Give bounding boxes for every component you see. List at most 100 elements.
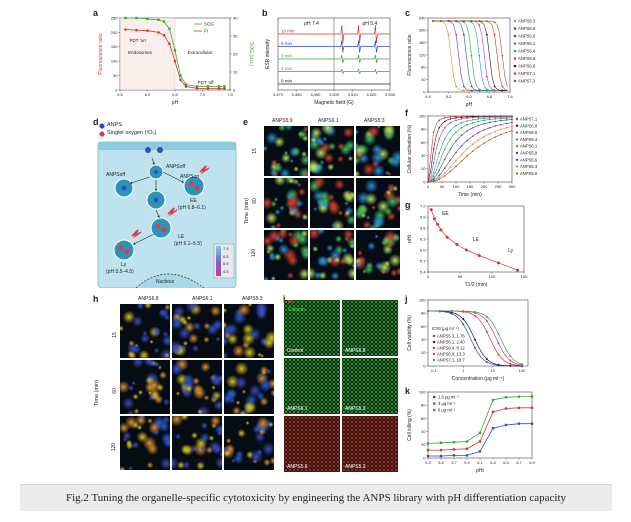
f-point-ANPS6.4 — [494, 116, 496, 119]
f-point-ANPS6.8 — [460, 116, 463, 119]
j-legend-4: ANPS7.1, 18.7 — [437, 358, 465, 363]
singlet-oxygen-legend-dot — [99, 131, 105, 137]
f-point-ANPS6.1 — [438, 162, 440, 164]
f-point-ANPS5.3 — [488, 133, 491, 135]
k-point-0 — [452, 454, 456, 457]
g-point — [436, 222, 440, 226]
c-series-ANPS6.4 — [433, 20, 508, 91]
a-annot-pdt-on: PDT 'on' — [130, 38, 147, 43]
f-point-ANPS5.6 — [444, 167, 446, 170]
k-legend-marker — [433, 395, 436, 399]
f-series-ANPS5.3 — [427, 126, 513, 183]
j-legend-3: ANPS6.8, 13.3 — [437, 352, 465, 357]
a-point-sog — [184, 83, 188, 86]
j-legend-marker — [432, 334, 436, 338]
f-point-ANPS5.9 — [472, 126, 474, 129]
c-legend-ANPS6.6: ANPS6.6 — [518, 56, 536, 61]
f-point-ANPS5.0 — [438, 178, 440, 181]
j-y-tick-label: 60 — [421, 324, 426, 329]
c-legend-ANPS6.8: ANPS6.8 — [518, 64, 536, 69]
k-point-0 — [517, 422, 521, 425]
c-x-tick-label: 4.4 — [425, 94, 431, 99]
j-legend-1: ANPS6.1, 2.40 — [437, 340, 465, 345]
g-x-tick-label: 100 — [489, 274, 496, 279]
j-point-3 — [497, 342, 500, 345]
c-y-tick-label: 200 — [419, 28, 426, 33]
c-point-ANPS7.3 — [501, 54, 504, 57]
f-point-ANPS5.6 — [511, 121, 513, 124]
h-row-label-1: 15 — [111, 332, 118, 338]
a-x-tick-label: 5.5 — [117, 92, 123, 97]
c-legend-marker — [513, 19, 517, 23]
k-point-2 — [452, 440, 456, 444]
f-legend-ANPS5.9: ANPS5.9 — [520, 151, 538, 156]
k-y-tick-label: 0 — [423, 455, 426, 460]
k-legend-marker — [433, 408, 436, 412]
f-legend-marker — [515, 172, 519, 175]
f-point-ANPS5.9 — [511, 118, 513, 121]
b-label-1-min: 1 min — [281, 66, 293, 71]
g-xlabel: T1/2 (min) — [465, 282, 488, 288]
a-point-fi — [217, 87, 221, 90]
f-legend-ANPS7.1: ANPS7.1 — [520, 117, 538, 122]
g-annot-ly: Ly — [508, 248, 514, 254]
f-point-ANPS5.3 — [472, 143, 474, 145]
c-legend-ANPS5.9: ANPS5.9 — [518, 34, 536, 39]
a-point-fi — [184, 85, 188, 88]
f-point-ANPS6.4 — [455, 124, 457, 127]
label-ee: EE — [190, 198, 197, 204]
f-legend-ANPS5.0: ANPS5.0 — [520, 171, 538, 176]
f-y-tick-label: 40 — [421, 153, 426, 158]
k-point-1 — [491, 410, 495, 413]
figure-caption: Fig.2 Tuning the organelle-specific cyto… — [20, 484, 612, 511]
legend-singlet-oxygen-label: Singlet oxygen (¹O₂) — [107, 130, 157, 136]
f-point-ANPS6.1 — [500, 117, 502, 120]
k-point-1 — [504, 407, 508, 410]
f-point-ANPS6.1 — [432, 175, 435, 178]
panel-label-h: h — [93, 294, 99, 304]
a-legend-sog: SOG — [204, 22, 215, 27]
label-ly: Ly — [121, 262, 127, 268]
b-xlabel: Magnetic field (G) — [314, 100, 354, 106]
label-nucleus: Nucleus — [156, 279, 175, 285]
c-series-ANPS5.6 — [433, 20, 508, 91]
i-image: ANPS6.8 — [342, 300, 398, 356]
label-ly-ph: (pH 5.5–4.5) — [106, 269, 134, 275]
f-point-ANPS6.4 — [444, 138, 446, 140]
c-point-ANPS5.3 — [462, 89, 465, 92]
j-point-0 — [474, 346, 477, 349]
f-point-ANPS5.9 — [505, 119, 508, 121]
c-y-tick-label: 40 — [421, 77, 426, 82]
f-point-ANPS6.1 — [455, 131, 457, 133]
f-point-ANPS5.3 — [500, 128, 502, 131]
panel-label-i: i — [283, 294, 286, 304]
f-point-ANPS5.0 — [500, 133, 502, 136]
c-point-ANPS7.1 — [501, 85, 504, 88]
i-cell-label: ANPS6.8 — [345, 348, 366, 354]
f-point-ANPS5.9 — [500, 119, 502, 122]
a-annot-pdt-off: PDT 'off' — [198, 80, 215, 85]
panel-label-a: a — [93, 8, 99, 18]
i-image: ANPS5.3 — [342, 358, 398, 414]
k-ylabel: Cell killing (%) — [407, 409, 413, 441]
b-x-tick-label: 3,470 — [273, 92, 284, 97]
j-legend-marker — [432, 340, 436, 344]
c-point-ANPS5.9 — [470, 85, 473, 88]
c-y-tick-label: 0 — [423, 89, 426, 94]
f-legend-ANPS6.8: ANPS6.8 — [520, 123, 538, 128]
f-point-ANPS6.6 — [488, 116, 491, 118]
f-point-ANPS6.4 — [500, 116, 502, 119]
f-xlabel: Time (min) — [458, 192, 482, 198]
f-point-ANPS7.1 — [449, 116, 452, 118]
i-cell-label: ANPS5.3 — [345, 406, 366, 412]
f-x-tick-label: 0 — [427, 184, 430, 189]
a-point-fi — [135, 28, 138, 32]
f-point-ANPS5.0 — [444, 175, 446, 177]
i-image: ANPS5.3 — [342, 416, 398, 472]
a-y-tick-label: 50 — [113, 73, 118, 78]
c-point-ANPS6.8 — [493, 85, 496, 88]
label-le-ph: (pH 6.1–5.5) — [174, 241, 202, 247]
c-point-ANPS6.6 — [493, 89, 496, 92]
f-point-ANPS5.9 — [477, 124, 480, 127]
i-image: ANPS5.6 — [284, 416, 340, 472]
